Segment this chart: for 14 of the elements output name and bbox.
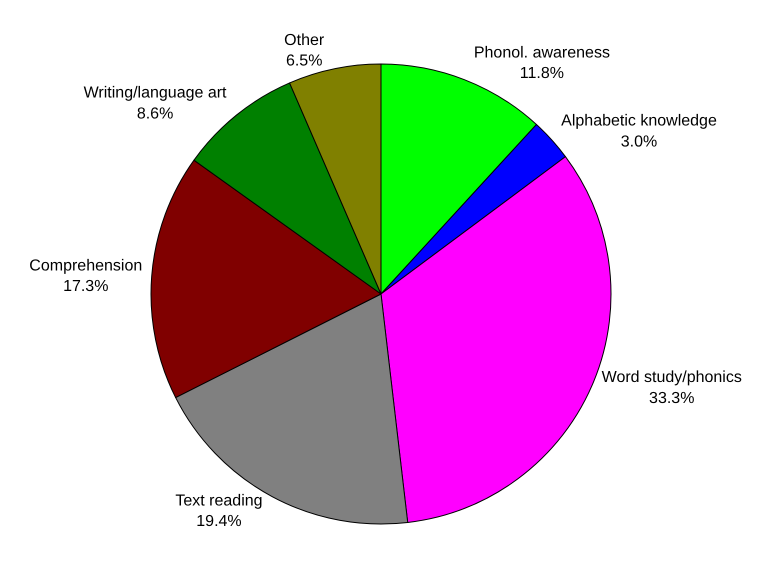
data-label: 8.6% [136,106,174,123]
slice-label: Alphabetic knowledge [561,112,717,130]
data-label: 11.8% [520,65,564,82]
data-label: 3.0% [620,133,658,150]
slice-label: Phonol. awareness [474,44,610,62]
data-label: 33.3% [649,390,694,407]
slice-label: Other [284,32,325,49]
data-label: 17.3% [63,278,108,296]
data-label: 19.4% [196,513,242,530]
slice-label: Comprehension [29,257,142,274]
data-label: 6.5% [286,52,322,70]
slice-label: Text reading [175,492,263,510]
slice-label: Word study/phonics [602,369,742,386]
slice-label: Writing/language art [84,84,228,102]
